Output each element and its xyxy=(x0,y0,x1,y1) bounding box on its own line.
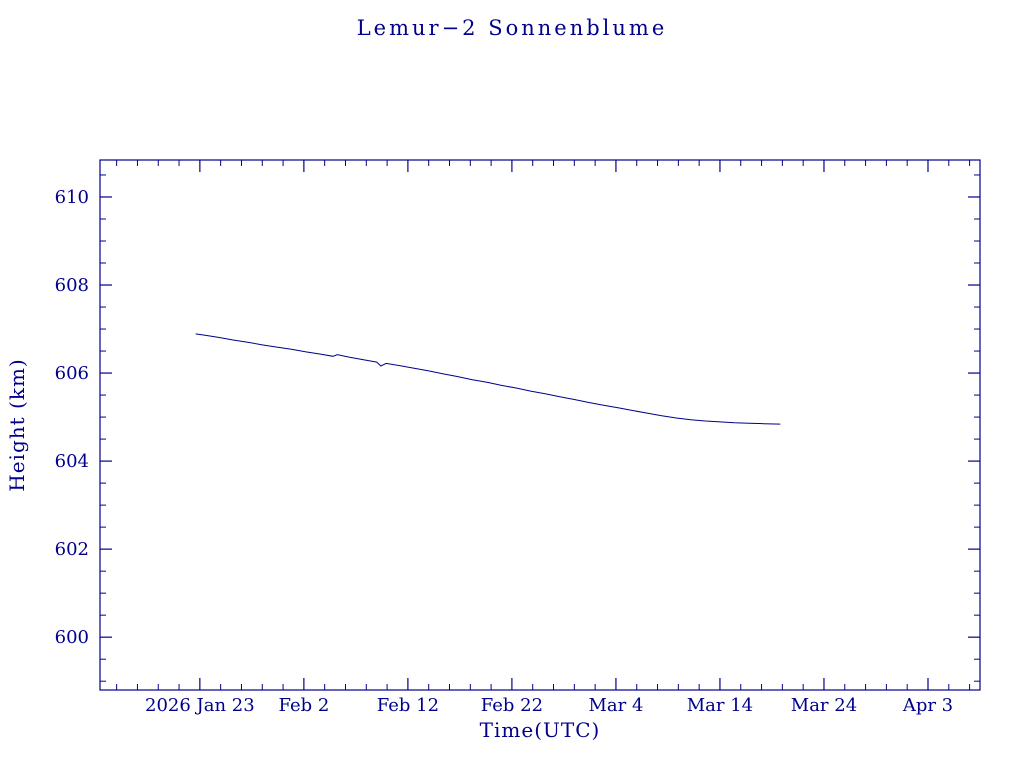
x-tick-label: Mar 24 xyxy=(791,695,857,716)
y-tick-label: 608 xyxy=(55,275,89,296)
x-axis-label: Time(UTC) xyxy=(479,718,601,742)
chart-title: Lemur−2 Sonnenblume xyxy=(356,16,668,40)
y-tick-label: 606 xyxy=(55,363,89,384)
plot-frame xyxy=(99,159,981,691)
x-tick-label: Mar 14 xyxy=(687,695,753,716)
x-tick-label: 2026 Jan 23 xyxy=(145,695,255,716)
x-tick-label: Feb 2 xyxy=(278,695,329,716)
x-tick-label: Feb 22 xyxy=(481,695,543,716)
x-tick-label: Apr 3 xyxy=(902,695,953,716)
height-data-line xyxy=(195,333,781,425)
y-tick-label: 604 xyxy=(55,451,89,472)
x-tick-label: Mar 4 xyxy=(588,695,643,716)
x-tick-label: Feb 12 xyxy=(377,695,439,716)
y-tick-label: 610 xyxy=(55,187,89,208)
y-tick-label: 600 xyxy=(55,627,89,648)
y-tick-label: 602 xyxy=(55,539,89,560)
